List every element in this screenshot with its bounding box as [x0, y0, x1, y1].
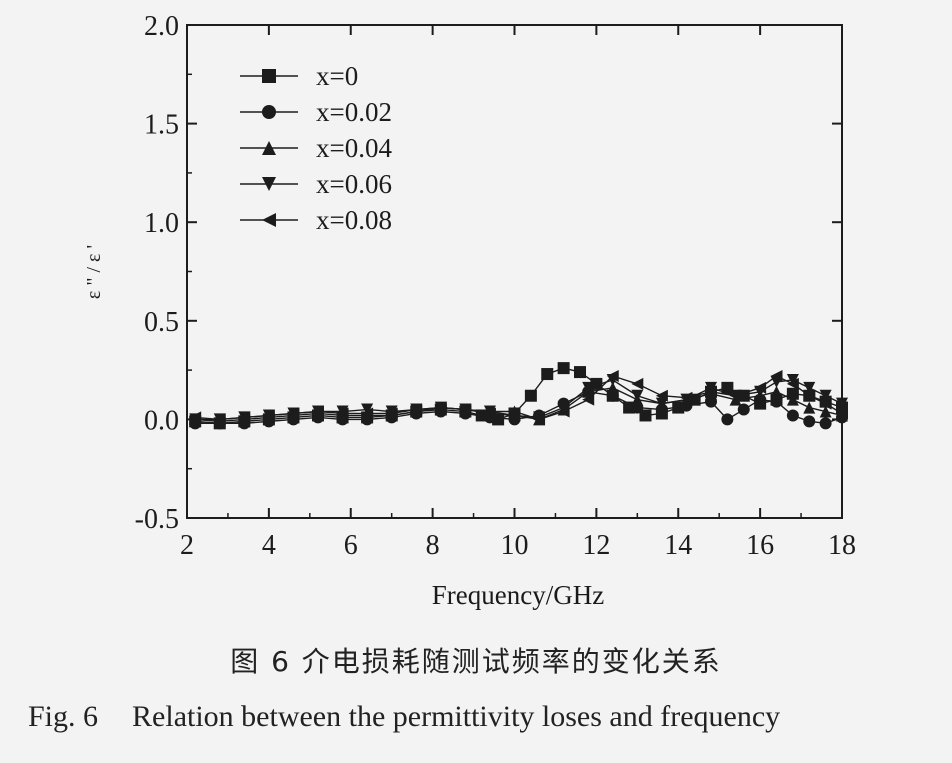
data-point	[557, 362, 570, 375]
legend-label: x=0	[316, 61, 358, 91]
x-tick-label: 14	[664, 530, 692, 561]
legend-label: x=0.04	[316, 133, 392, 163]
data-point	[803, 401, 816, 414]
data-point	[459, 403, 472, 416]
plot-area	[189, 362, 848, 430]
legend-marker	[262, 177, 276, 191]
caption-english: Fig. 6 Relation between the permittivity …	[28, 700, 780, 734]
x-tick-label: 4	[262, 530, 276, 561]
data-point	[803, 415, 816, 428]
data-point	[606, 370, 619, 383]
data-point	[770, 395, 783, 408]
legend-entry: x=0.04	[240, 133, 392, 163]
data-point	[238, 411, 251, 424]
legend-marker	[262, 105, 276, 119]
data-point	[434, 401, 447, 414]
data-point	[770, 385, 783, 398]
x-tick-label: 6	[344, 530, 358, 561]
data-point	[754, 381, 767, 394]
caption-figure-number: Fig. 6	[28, 700, 99, 733]
data-point	[819, 397, 832, 410]
data-point	[786, 409, 799, 422]
legend: x=0 x=0.02 x=0.04 x=0.06 x=0.08	[240, 61, 392, 235]
legend-entry: x=0.08	[240, 205, 392, 235]
data-point	[631, 389, 644, 402]
data-point	[819, 417, 832, 430]
legend-entry: x=0.06	[240, 169, 392, 199]
data-point	[803, 389, 816, 402]
legend-marker	[262, 69, 276, 83]
y-tick-label: 0.0	[144, 405, 179, 436]
data-point	[557, 405, 570, 418]
y-tick-label: 1.5	[144, 110, 179, 141]
data-point	[213, 413, 226, 426]
legend-marker	[262, 141, 276, 155]
data-point	[786, 377, 799, 390]
caption-chinese: 图 6 介电损耗随测试频率的变化关系	[230, 645, 722, 678]
data-point	[189, 411, 202, 424]
data-point	[385, 407, 398, 420]
data-point	[803, 381, 816, 394]
legend-entry: x=0.02	[240, 97, 392, 127]
data-point	[508, 409, 521, 422]
legend-label: x=0.06	[316, 169, 392, 199]
data-point	[770, 370, 783, 383]
data-point	[361, 407, 374, 420]
data-point	[582, 393, 595, 406]
x-tick-label: 10	[501, 530, 529, 561]
data-point	[524, 389, 537, 402]
legend-marker	[262, 213, 276, 227]
data-point	[680, 391, 693, 404]
data-point	[655, 389, 668, 402]
x-axis-label: Frequency/GHz	[432, 580, 604, 610]
data-point	[541, 368, 554, 381]
data-point	[606, 381, 619, 394]
data-point	[336, 407, 349, 420]
data-point	[312, 405, 324, 418]
data-point	[786, 373, 799, 386]
data-point	[631, 377, 644, 390]
x-tick-label: 16	[746, 530, 774, 561]
series-x=0.08	[189, 370, 848, 426]
x-tick-label: 2	[180, 530, 194, 561]
y-tick-label: 2.0	[144, 11, 179, 42]
data-point	[361, 403, 374, 416]
x-tick-label: 8	[426, 530, 440, 561]
data-point	[819, 389, 832, 402]
caption-text: Relation between the permittivity loses …	[132, 700, 781, 733]
plot-frame	[186, 24, 843, 519]
data-point	[410, 403, 423, 416]
data-point	[533, 413, 546, 426]
x-tick-label: 18	[828, 530, 856, 561]
data-point	[639, 409, 652, 422]
data-point	[819, 405, 832, 418]
data-point	[705, 385, 717, 398]
data-point	[262, 409, 275, 422]
y-tick-label: -0.5	[135, 504, 179, 535]
legend-label: x=0.02	[316, 97, 392, 127]
data-point	[705, 381, 717, 394]
chart: 2 4 6 8 10 12 14 16 18-0.50.00.51.01.52.0 x=0x=0…	[83, 11, 856, 610]
data-point	[557, 401, 570, 414]
data-point	[483, 407, 496, 420]
data-point	[729, 389, 742, 402]
data-point	[737, 403, 750, 416]
legend-entry: x=0	[240, 61, 358, 91]
y-tick-label: 1.0	[144, 208, 179, 239]
y-tick-label: 0.5	[144, 307, 179, 338]
data-point	[721, 413, 734, 426]
data-point	[287, 407, 300, 420]
x-tick-label: 12	[582, 530, 610, 561]
data-point	[786, 393, 799, 406]
axes: 2 4 6 8 10 12 14 16 18 -0.5 0.0 0.5 1.0 1.5 2.0	[135, 11, 856, 561]
data-point	[655, 397, 668, 410]
data-point	[582, 381, 595, 394]
data-point	[574, 366, 586, 379]
y-axis-label: ε " / ε '	[83, 245, 105, 299]
legend-label: x=0.08	[316, 205, 392, 235]
